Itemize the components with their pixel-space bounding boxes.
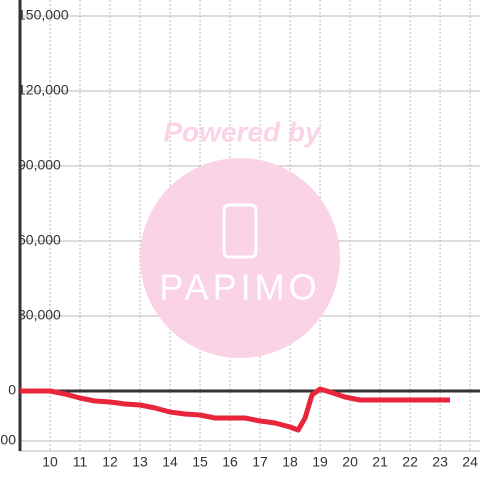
x-tick-label: 21 — [372, 454, 388, 470]
x-tick-label: 20 — [342, 454, 358, 470]
y-tick-label: 90,000 — [18, 157, 61, 173]
y-tick-label: 120,000 — [18, 82, 69, 98]
x-tick-label: 19 — [312, 454, 328, 470]
watermark-text: Powered by — [163, 116, 322, 147]
x-tick-label: 22 — [402, 454, 418, 470]
y-tick-label: 30,000 — [18, 307, 61, 323]
x-tick-label: 23 — [432, 454, 448, 470]
x-tick-label: 18 — [282, 454, 298, 470]
x-tick-label: 15 — [192, 454, 208, 470]
x-tick-label: 11 — [73, 454, 88, 470]
x-tick-label: 24 — [462, 454, 478, 470]
watermark-logo: PAPIMO — [159, 267, 320, 308]
y-tick-label: -20,000 — [0, 432, 16, 448]
y-tick-label: 0 — [8, 382, 16, 398]
x-tick-label: 14 — [162, 454, 178, 470]
x-tick-label: 13 — [132, 454, 148, 470]
y-tick-label: 150,000 — [18, 7, 69, 23]
y-tick-label: 60,000 — [18, 232, 61, 248]
watermark-phone — [222, 203, 258, 259]
x-tick-label: 10 — [42, 454, 58, 470]
x-tick-label: 12 — [102, 454, 118, 470]
x-tick-label: 17 — [252, 454, 268, 470]
x-tick-label: 16 — [222, 454, 238, 470]
watermark: Powered by PAPIMO — [140, 116, 340, 358]
line — [20, 386, 450, 433]
